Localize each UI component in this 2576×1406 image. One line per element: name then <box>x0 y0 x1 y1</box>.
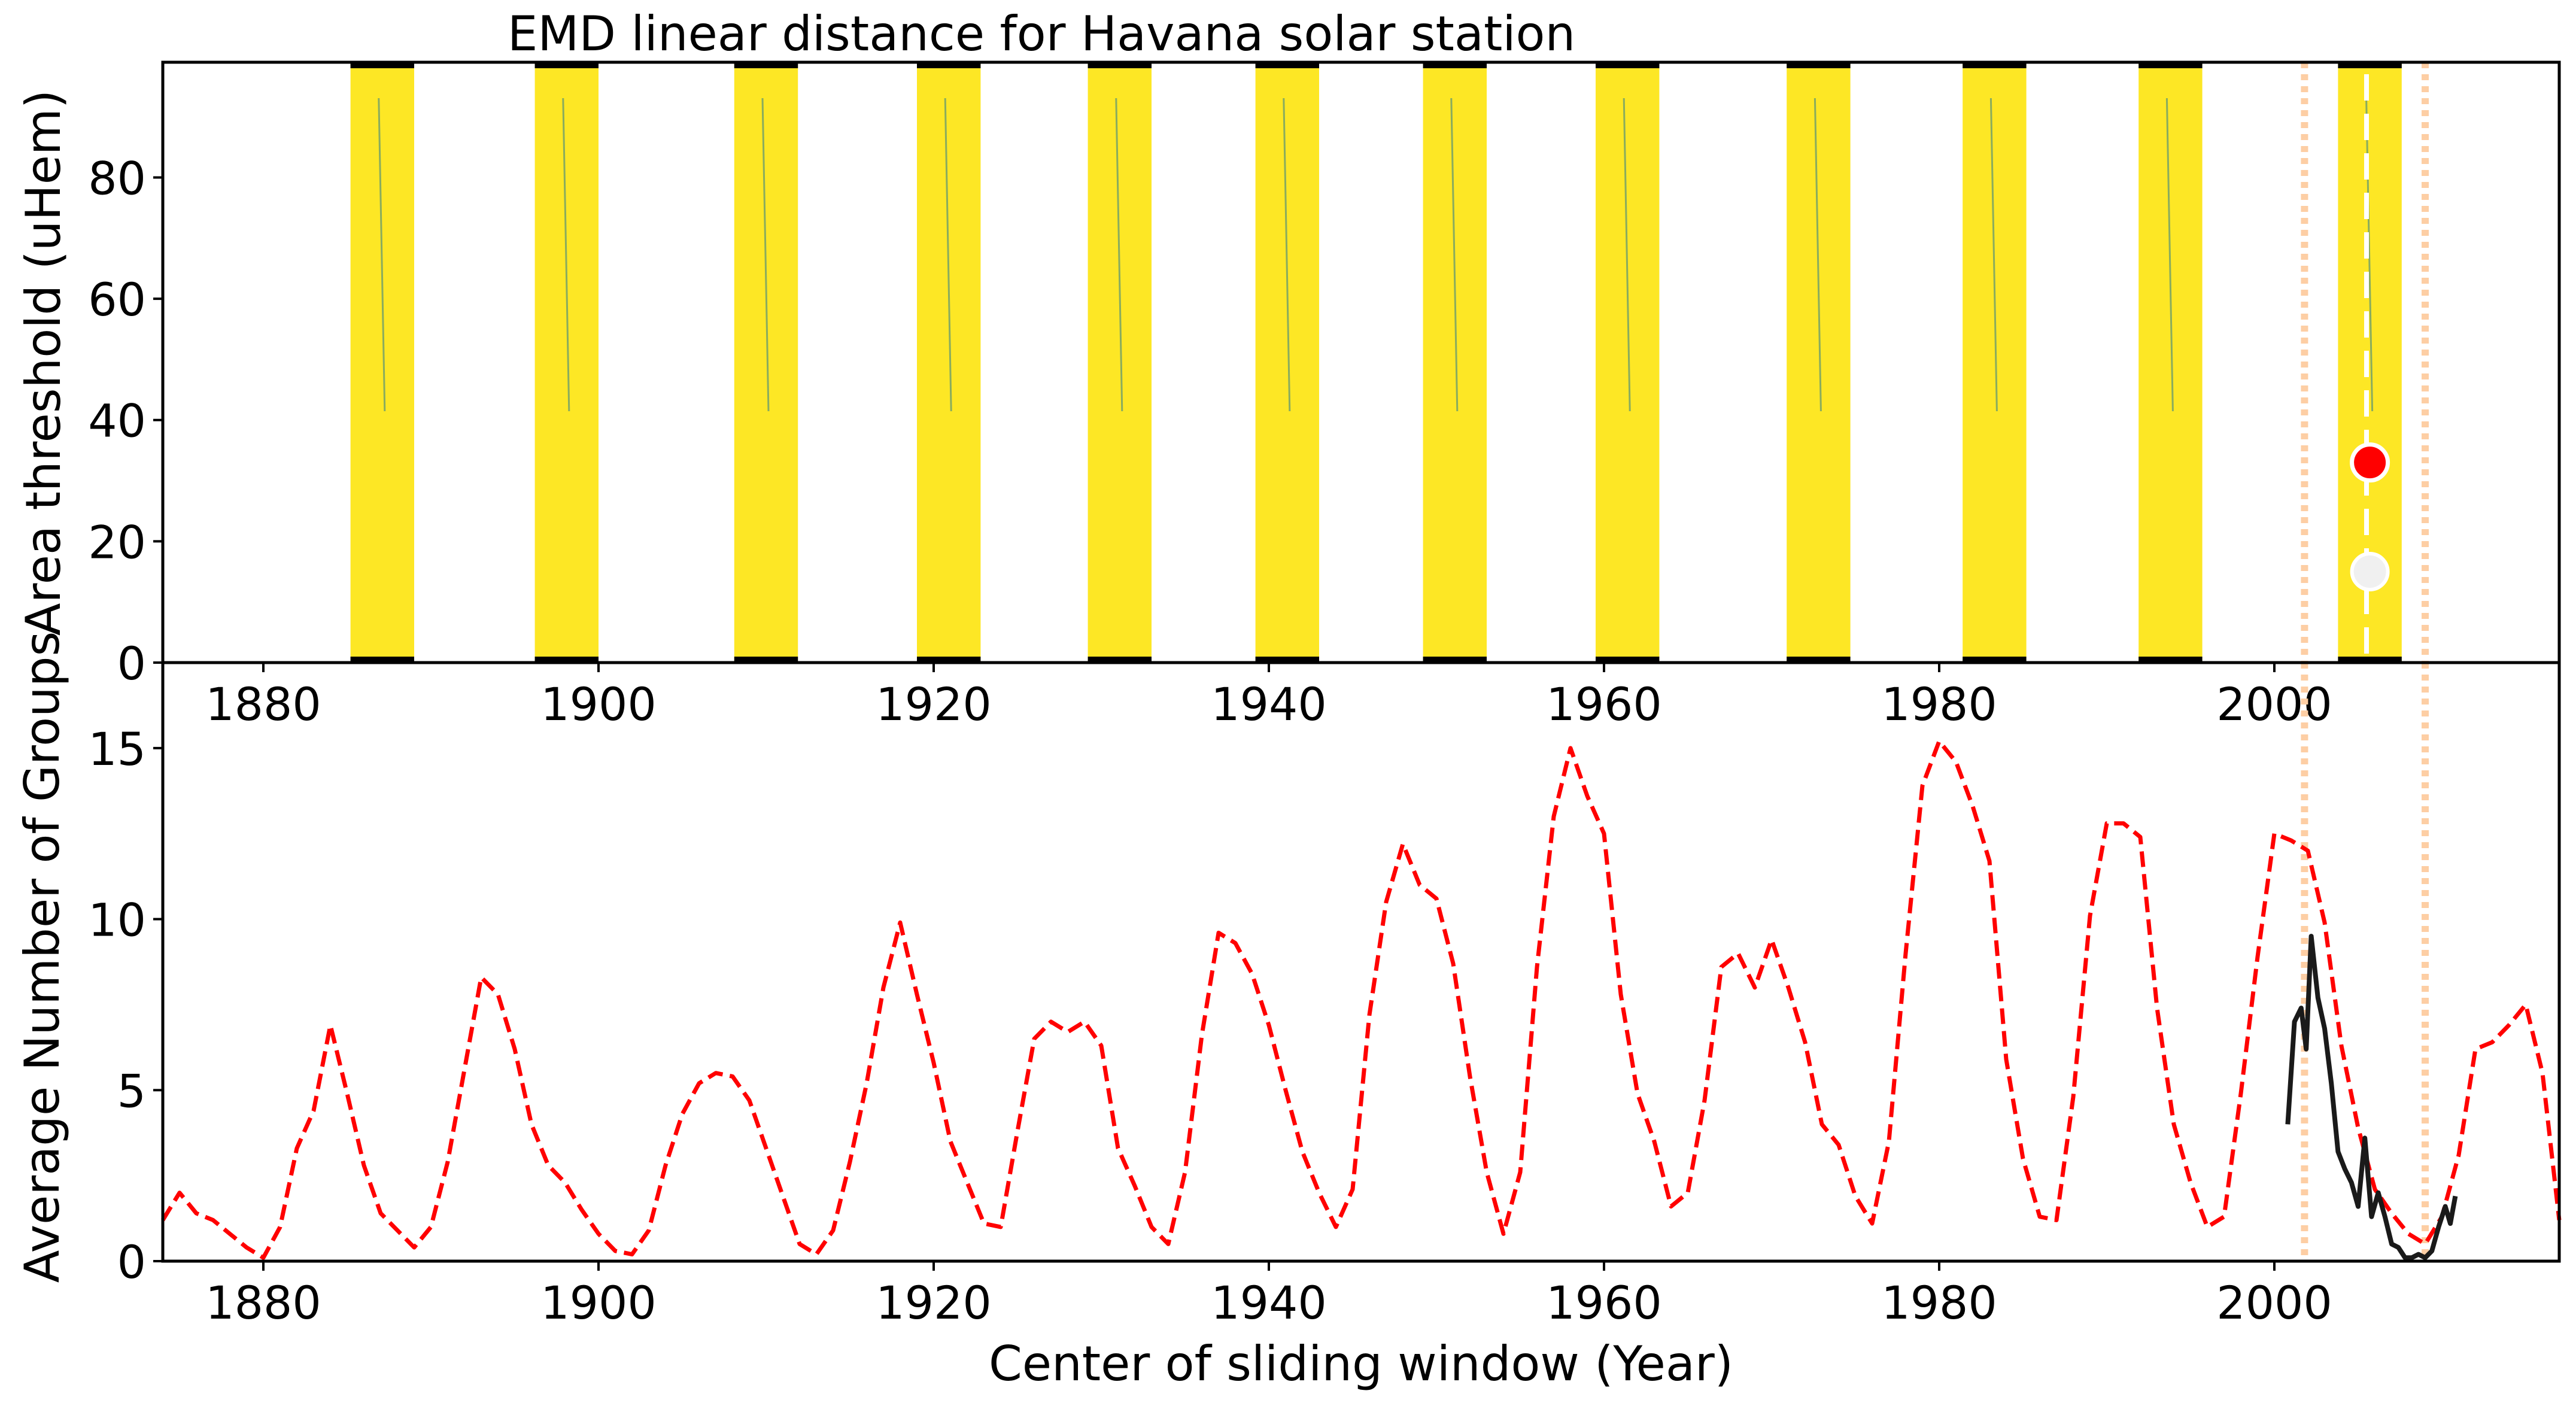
reference-series-line <box>161 739 2562 1260</box>
heatmap-y-ticks: 0 20 40 60 80 <box>88 151 163 690</box>
heatmap-band-cap-bottom <box>917 657 981 663</box>
heatmap-streak <box>378 98 386 412</box>
heatmap-streak <box>2365 98 2374 412</box>
x-tick-label: 1880 <box>205 678 321 731</box>
heatmap-band-cap-top <box>1963 62 2027 68</box>
x-tick-label: 2000 <box>2216 1276 2332 1329</box>
line-x-axis-label: Center of sliding window (Year) <box>989 1336 1733 1392</box>
x-tick-label: 1980 <box>1881 678 1997 731</box>
heatmap-streak <box>1283 98 1291 412</box>
line-chart-frame <box>161 661 2561 1263</box>
heatmap-band-cap-bottom <box>2338 657 2402 663</box>
heatmap-streak <box>1813 98 1822 412</box>
x-tick-label: 1940 <box>1211 1276 1326 1329</box>
optimum-marker <box>2350 442 2390 483</box>
heatmap-band-cap-top <box>534 62 599 68</box>
heatmap-streak <box>1989 98 1998 412</box>
y-tick-label: 0 <box>117 637 146 690</box>
x-tick-label: 1900 <box>540 1276 656 1329</box>
heatmap-band <box>1255 62 1319 663</box>
heatmap-streak <box>1450 98 1459 412</box>
line-x-ticks: 1880 1900 1920 1940 1960 1980 2000 <box>205 1261 2332 1329</box>
heatmap-band-cap-top <box>1596 62 1660 68</box>
heatmap-band-cap-bottom <box>1255 657 1319 663</box>
line-series-group <box>161 739 2562 1261</box>
heatmap-band <box>1963 62 2027 663</box>
heatmap-band-cap-top <box>2338 62 2402 68</box>
heatmap-band <box>1087 62 1152 663</box>
heatmap-band-cap-bottom <box>1423 657 1487 663</box>
heatmap-band-cap-bottom <box>1963 657 2027 663</box>
heatmap-y-axis-label: Area threshold (uHem) <box>16 90 71 636</box>
heatmap-bands <box>350 62 2402 663</box>
y-tick-label: 80 <box>88 151 146 205</box>
y-tick-label: 10 <box>88 894 146 947</box>
heatmap-band <box>1596 62 1660 663</box>
heatmap-band-cap-top <box>1787 62 1851 68</box>
y-tick-label: 15 <box>88 722 146 776</box>
x-tick-label: 1960 <box>1546 1276 1661 1329</box>
y-tick-label: 0 <box>117 1235 146 1289</box>
chart-title: EMD linear distance for Havana solar sta… <box>508 6 1575 62</box>
line-y-ticks: 0 5 10 15 <box>88 722 163 1289</box>
y-tick-label: 40 <box>88 394 146 448</box>
heatmap-streak <box>1115 98 1123 412</box>
window-limit-lines-bottom <box>2301 663 2429 1261</box>
heatmap-band <box>350 62 414 663</box>
heatmap-band <box>534 62 599 663</box>
heatmap-band-cap-bottom <box>1087 657 1152 663</box>
x-tick-label: 1900 <box>540 678 656 731</box>
line-panel: 0 5 10 15 1880 1900 1920 1940 1960 1980 2000 Cent… <box>14 631 2562 1392</box>
heatmap-band-cap-bottom <box>1787 657 1851 663</box>
heatmap-x-ticks: 1880 1900 1920 1940 1960 1980 2000 <box>205 663 2332 731</box>
station-series-line <box>2285 934 2458 1261</box>
heatmap-band-cap-top <box>734 62 798 68</box>
x-tick-label: 1980 <box>1881 1276 1997 1329</box>
heatmap-streak <box>1623 98 1631 412</box>
heatmap-streak <box>562 98 570 412</box>
heatmap-band <box>734 62 798 663</box>
x-tick-label: 1920 <box>876 1276 991 1329</box>
heatmap-band-cap-bottom <box>350 657 414 663</box>
heatmap-band-cap-bottom <box>2138 657 2203 663</box>
y-tick-label: 20 <box>88 515 146 569</box>
heatmap-streak <box>761 98 770 412</box>
x-tick-label: 1880 <box>205 1276 321 1329</box>
heatmap-band-cap-top <box>917 62 981 68</box>
window-limit-lines-top <box>2301 62 2429 663</box>
heatmap-band-cap-bottom <box>534 657 599 663</box>
heatmap-band-cap-bottom <box>734 657 798 663</box>
heatmap-band-cap-top <box>1423 62 1487 68</box>
heatmap-streak <box>2165 98 2174 412</box>
heatmap-streak <box>944 98 952 412</box>
heatmap-band <box>1423 62 1487 663</box>
heatmap-band <box>1787 62 1851 663</box>
heatmap-panel: EMD linear distance for Havana solar sta… <box>16 6 2561 731</box>
heatmap-band-cap-top <box>1087 62 1152 68</box>
heatmap-markers <box>2350 74 2390 663</box>
y-tick-label: 5 <box>117 1064 146 1117</box>
secondary-marker <box>2350 552 2390 592</box>
x-tick-label: 2000 <box>2216 678 2332 731</box>
heatmap-band-cap-top <box>2138 62 2203 68</box>
heatmap-band-cap-bottom <box>1596 657 1660 663</box>
heatmap-band <box>2138 62 2203 663</box>
heatmap-band-cap-top <box>350 62 414 68</box>
x-tick-label: 1920 <box>876 678 991 731</box>
heatmap-band <box>917 62 981 663</box>
x-tick-label: 1960 <box>1546 678 1661 731</box>
y-tick-label: 60 <box>88 273 146 326</box>
x-tick-label: 1940 <box>1211 678 1326 731</box>
heatmap-band-cap-top <box>1255 62 1319 68</box>
line-y-axis-label: Average Number of Groups <box>14 631 70 1283</box>
